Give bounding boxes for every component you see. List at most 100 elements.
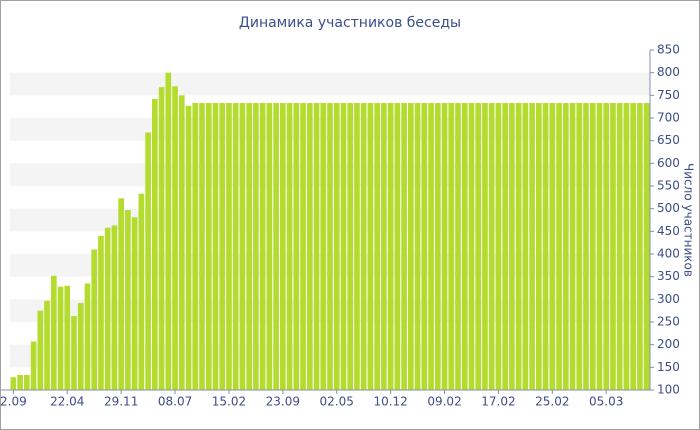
bar bbox=[30, 341, 37, 390]
bar bbox=[630, 103, 636, 390]
bar bbox=[158, 87, 165, 390]
bar bbox=[556, 103, 562, 390]
bar bbox=[562, 103, 569, 390]
bar bbox=[44, 300, 50, 390]
y-tick-label: 700 bbox=[657, 111, 680, 125]
x-tick-label: 09.02 bbox=[427, 395, 461, 409]
bar bbox=[589, 103, 596, 390]
bar bbox=[77, 302, 84, 390]
bar bbox=[576, 103, 583, 390]
bar bbox=[482, 103, 488, 390]
y-tick-label: 850 bbox=[657, 43, 680, 57]
y-tick-label: 350 bbox=[657, 269, 680, 283]
x-tick-label: 10.12 bbox=[373, 395, 407, 409]
bar bbox=[239, 103, 246, 390]
bar bbox=[219, 103, 226, 390]
bar bbox=[461, 103, 468, 390]
bar bbox=[475, 103, 482, 390]
bar bbox=[401, 103, 407, 390]
bar bbox=[10, 377, 17, 390]
bar bbox=[259, 103, 266, 390]
bar bbox=[185, 105, 192, 390]
bar bbox=[327, 103, 333, 390]
bar bbox=[111, 225, 118, 390]
bar bbox=[529, 103, 535, 390]
y-tick-label: 400 bbox=[657, 247, 680, 261]
bar bbox=[623, 103, 630, 390]
bar bbox=[455, 103, 461, 390]
bar bbox=[118, 198, 124, 390]
bar bbox=[131, 217, 138, 390]
bar bbox=[226, 103, 232, 390]
bar bbox=[293, 103, 300, 390]
bar bbox=[125, 210, 131, 390]
bar bbox=[152, 98, 158, 391]
x-tick-label: 02.05 bbox=[320, 395, 354, 409]
bar bbox=[354, 103, 360, 390]
x-tick-label: 15.02 bbox=[212, 395, 246, 409]
x-tick-label: 29.11 bbox=[104, 395, 138, 409]
bar bbox=[37, 310, 44, 390]
bar bbox=[300, 103, 306, 390]
bar bbox=[434, 103, 441, 390]
bar bbox=[408, 103, 414, 390]
y-tick-label: 550 bbox=[657, 179, 680, 193]
bar bbox=[273, 103, 279, 390]
x-tick-label: 17.02 bbox=[481, 395, 515, 409]
bar bbox=[637, 103, 643, 390]
bar bbox=[522, 103, 529, 390]
bar bbox=[98, 235, 104, 390]
bar bbox=[367, 103, 374, 390]
bar bbox=[266, 103, 273, 390]
y-tick-label: 250 bbox=[657, 315, 680, 329]
bar bbox=[536, 103, 542, 390]
bar bbox=[488, 103, 495, 390]
y-tick-label: 450 bbox=[657, 224, 680, 238]
bar bbox=[603, 103, 610, 390]
bar bbox=[145, 132, 151, 391]
y-tick-label: 100 bbox=[657, 383, 680, 397]
bar bbox=[569, 103, 576, 390]
y-axis-label: Число участников bbox=[682, 163, 696, 277]
bar bbox=[643, 103, 650, 390]
bar bbox=[212, 103, 219, 390]
bar bbox=[495, 103, 502, 390]
bar bbox=[253, 103, 259, 390]
x-tick-label: 08.07 bbox=[158, 395, 192, 409]
y-tick-label: 750 bbox=[657, 88, 680, 102]
bar bbox=[280, 103, 286, 390]
bar bbox=[104, 227, 111, 390]
bar bbox=[542, 103, 549, 390]
bar bbox=[428, 103, 434, 390]
bar bbox=[596, 103, 603, 390]
bar bbox=[340, 103, 347, 390]
chart-title: Динамика участников беседы bbox=[239, 15, 461, 31]
bar bbox=[381, 103, 387, 390]
bar bbox=[502, 103, 508, 390]
bar bbox=[549, 103, 556, 390]
bar bbox=[394, 103, 401, 390]
x-tick-label: 05.03 bbox=[589, 395, 623, 409]
y-tick-label: 500 bbox=[657, 201, 680, 215]
y-tick-label: 200 bbox=[657, 337, 680, 351]
bar bbox=[286, 103, 293, 390]
bar bbox=[414, 103, 421, 390]
y-tick-label: 650 bbox=[657, 133, 680, 147]
bar bbox=[57, 286, 64, 390]
bar bbox=[616, 103, 623, 390]
bar bbox=[17, 375, 23, 390]
x-tick-label: 22.04 bbox=[50, 395, 84, 409]
bar bbox=[387, 103, 394, 390]
bar bbox=[84, 283, 91, 390]
x-tick-label: 25.02 bbox=[535, 395, 569, 409]
y-tick-label: 300 bbox=[657, 292, 680, 306]
x-tick-label: 2.09 bbox=[0, 395, 27, 409]
x-tick-label: 23.09 bbox=[266, 395, 300, 409]
bar bbox=[374, 103, 380, 390]
bar bbox=[306, 103, 313, 390]
bar bbox=[583, 103, 589, 390]
bar bbox=[199, 103, 205, 390]
bar bbox=[50, 275, 57, 390]
bar bbox=[172, 86, 178, 391]
